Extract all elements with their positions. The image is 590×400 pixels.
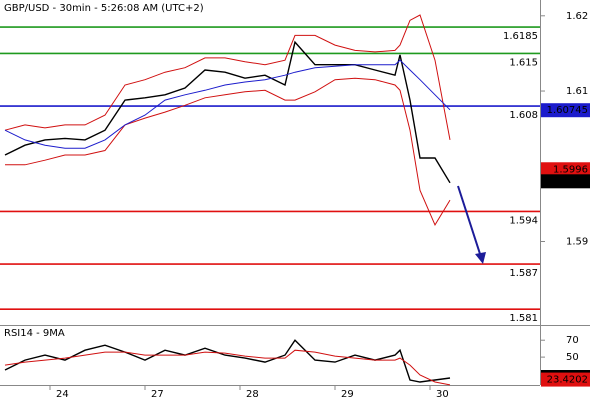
price-marker-label: 1.5996	[553, 164, 588, 175]
level-label: 1.6185	[503, 31, 538, 42]
y-tick-label: 70	[566, 335, 579, 346]
level-label: 1.608	[509, 110, 538, 121]
price-marker-label: 23.4202	[547, 375, 588, 386]
y-tick-label: 1.61	[566, 86, 588, 97]
y-tick-label: 1.62	[566, 11, 588, 22]
x-tick-label: 27	[151, 389, 164, 400]
x-tick-label: 29	[341, 389, 354, 400]
x-tick-label: 30	[436, 389, 449, 400]
y-tick-label: 50	[566, 352, 579, 363]
series-line	[5, 77, 451, 226]
level-label: 1.594	[509, 215, 538, 226]
arrow-head	[475, 252, 486, 264]
series-line	[4, 339, 451, 383]
series-line	[4, 59, 451, 149]
price-marker-box	[541, 372, 590, 387]
arrow-shaft	[457, 185, 482, 258]
price-marker-label: 1.598	[559, 176, 588, 187]
price-marker-box	[541, 174, 590, 189]
price-marker-label: 1.60745	[547, 105, 588, 116]
price-marker-box	[541, 103, 590, 118]
series-line	[4, 349, 451, 386]
x-tick-label: 28	[246, 389, 259, 400]
level-label: 1.581	[509, 313, 538, 324]
level-label: 1.615	[509, 57, 538, 68]
panel-title: GBP/USD - 30min - 5:26:08 AM (UTC+2)	[4, 3, 204, 14]
level-label: 1.587	[509, 268, 538, 279]
y-tick-label: 1.59	[566, 236, 588, 247]
panel-title: RSI14 - 9MA	[4, 328, 65, 339]
series-line	[4, 14, 451, 140]
x-tick-label: 24	[56, 389, 69, 400]
price-marker-box	[541, 162, 590, 177]
series-line	[4, 40, 451, 184]
